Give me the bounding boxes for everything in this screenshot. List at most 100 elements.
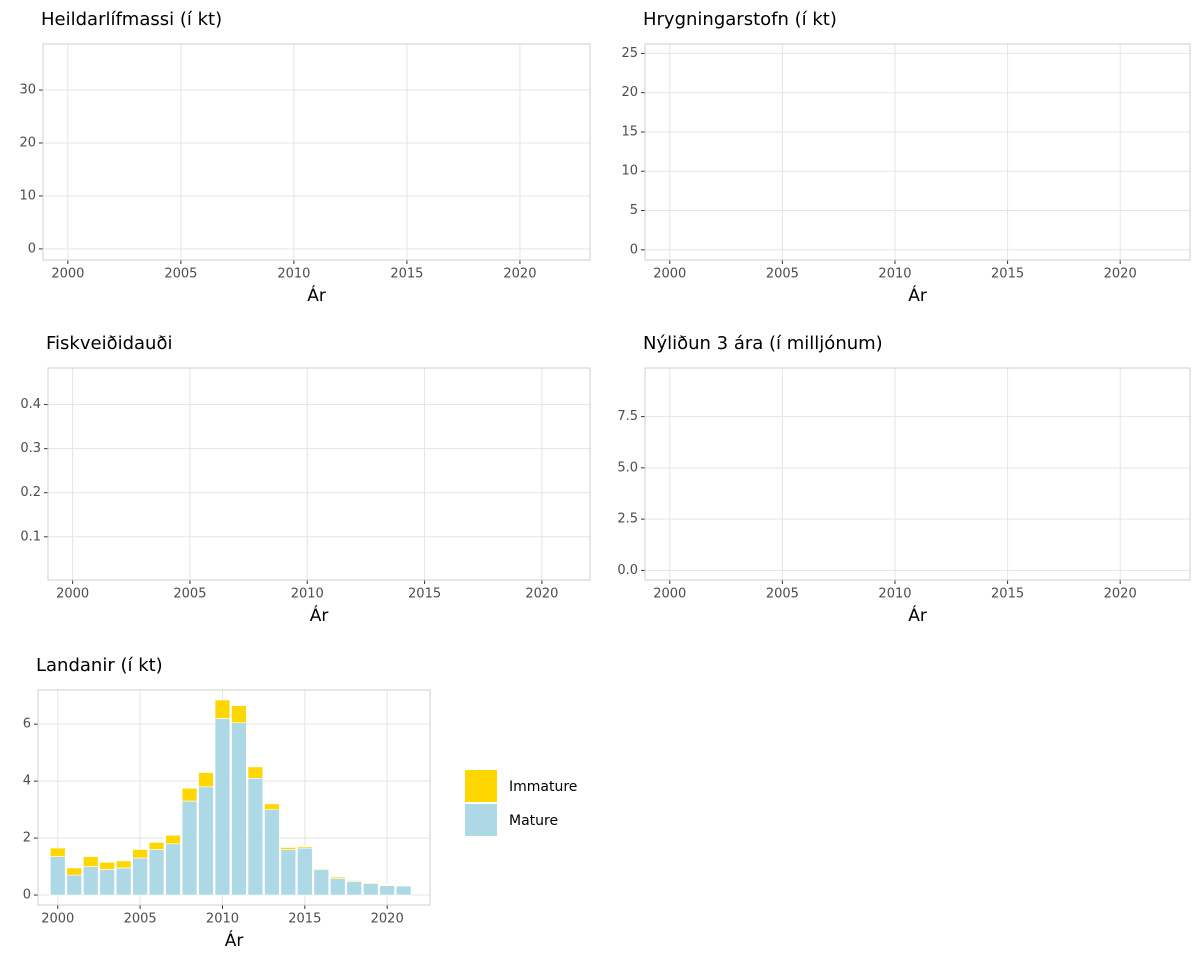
bar-segment	[148, 849, 165, 896]
bar-segment	[132, 849, 148, 859]
bar-segment	[280, 847, 297, 850]
panel-border	[37, 689, 431, 906]
x-tick-label: 2000	[653, 267, 686, 282]
x-tick-label: 2015	[991, 267, 1024, 282]
panel-border	[47, 367, 591, 581]
plot-panel	[645, 368, 1190, 580]
x-axis-label: Ár	[310, 604, 329, 626]
chart-title: Nýliðun 3 ára (í milljónum)	[643, 333, 883, 354]
x-tick-label: 2005	[766, 587, 799, 602]
y-tick-label: 20	[19, 136, 36, 151]
panel-border	[42, 43, 591, 261]
panel-border	[644, 43, 1191, 261]
bar-segment	[264, 803, 280, 810]
y-tick-label: 5	[630, 203, 638, 218]
bar-segment	[132, 857, 148, 896]
bar-segment	[247, 766, 264, 779]
y-tick-label: 10	[621, 164, 638, 179]
chart-title: Heildarlífmassi (í kt)	[41, 9, 222, 30]
bar-segment	[313, 869, 330, 896]
y-tick-label: 15	[621, 124, 638, 139]
x-tick-label: 2020	[1104, 587, 1137, 602]
bar-segment	[330, 878, 346, 896]
y-tick-label: 0.1	[20, 529, 41, 544]
bar-segment	[99, 861, 115, 870]
legend-swatch	[465, 770, 497, 802]
x-axis-label: Ár	[908, 284, 927, 306]
x-tick-label: 2010	[878, 587, 911, 602]
bar-segment	[198, 786, 214, 896]
y-tick-label: 6	[23, 717, 31, 732]
bar-segment	[214, 699, 231, 719]
bar-segment	[165, 834, 181, 845]
bar-segment	[115, 867, 132, 896]
y-tick-label: 5.0	[617, 460, 638, 475]
bar-segment	[346, 881, 362, 896]
x-tick-label: 2015	[390, 267, 423, 282]
y-tick-label: 0	[630, 242, 638, 257]
bar-segment	[165, 843, 181, 896]
bar-segment	[181, 800, 198, 896]
bar-segment	[313, 868, 330, 870]
bar-segment	[330, 876, 346, 879]
x-tick-label: 2000	[51, 267, 84, 282]
bar-segment	[214, 718, 231, 896]
x-axis-label: Ár	[908, 604, 927, 626]
x-tick-label: 2010	[878, 267, 911, 282]
x-tick-label: 2010	[206, 912, 239, 927]
legend-label: Immature	[509, 779, 577, 795]
x-tick-label: 2000	[653, 587, 686, 602]
bar-segment	[247, 777, 264, 896]
y-tick-label: 4	[23, 774, 31, 789]
bar-segment	[99, 869, 115, 896]
y-tick-label: 0	[23, 888, 31, 903]
x-tick-label: 2015	[408, 587, 441, 602]
bar-segment	[148, 842, 165, 850]
x-tick-label: 2015	[991, 587, 1024, 602]
x-axis-label: Ár	[225, 929, 244, 951]
bar-segment	[264, 809, 280, 896]
chart-title: Hrygningarstofn (í kt)	[643, 9, 837, 30]
plot-panel	[43, 44, 590, 260]
bar-segment	[362, 882, 379, 884]
legend-swatch	[465, 804, 497, 836]
y-tick-label: 7.5	[617, 409, 638, 424]
x-tick-label: 2005	[124, 912, 157, 927]
x-tick-label: 2010	[291, 587, 324, 602]
bar-segment	[379, 885, 395, 896]
bar-segment	[198, 772, 214, 788]
bar-segment	[231, 722, 247, 896]
y-tick-label: 2	[23, 831, 31, 846]
bar-segment	[280, 849, 297, 896]
y-tick-label: 30	[19, 83, 36, 98]
x-tick-label: 2020	[525, 587, 558, 602]
bar-segment	[297, 847, 313, 896]
x-tick-label: 2015	[288, 912, 321, 927]
x-tick-label: 2020	[503, 267, 536, 282]
bar-segment	[50, 847, 66, 857]
chart-title: Landanir (í kt)	[36, 655, 163, 676]
y-tick-label: 0.2	[20, 485, 41, 500]
x-tick-label: 2000	[41, 912, 74, 927]
bar-segment	[82, 866, 99, 896]
bar-segment	[66, 867, 82, 876]
plot-panel	[48, 368, 590, 580]
y-tick-label: 2.5	[617, 512, 638, 527]
x-tick-label: 2010	[277, 267, 310, 282]
y-tick-label: 20	[621, 85, 638, 100]
x-tick-label: 2005	[164, 267, 197, 282]
x-tick-label: 2000	[56, 587, 89, 602]
plot-panel	[645, 44, 1190, 260]
bar-segment	[346, 880, 362, 882]
bar-segment	[66, 874, 82, 896]
bar-segment	[362, 883, 379, 896]
chart-title: Fiskveiðidauði	[46, 333, 172, 354]
x-axis-label: Ár	[307, 284, 326, 306]
bar-segment	[115, 860, 132, 869]
y-tick-label: 25	[621, 46, 638, 61]
x-tick-label: 2005	[766, 267, 799, 282]
y-tick-label: 10	[19, 188, 36, 203]
y-tick-label: 0.3	[20, 441, 41, 456]
bar-segment	[82, 856, 99, 867]
